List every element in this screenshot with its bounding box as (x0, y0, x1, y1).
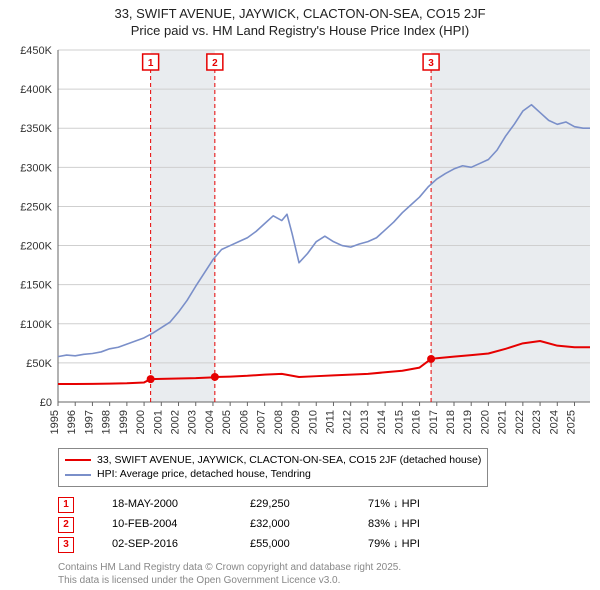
svg-text:1996: 1996 (66, 410, 78, 434)
svg-text:2013: 2013 (359, 410, 371, 434)
svg-text:£400K: £400K (20, 84, 52, 96)
title-line-2: Price paid vs. HM Land Registry's House … (0, 23, 600, 40)
svg-text:1995: 1995 (49, 410, 61, 434)
legend-row: HPI: Average price, detached house, Tend… (65, 467, 481, 482)
svg-text:2001: 2001 (152, 410, 164, 434)
svg-text:£0: £0 (40, 397, 52, 409)
legend-label: 33, SWIFT AVENUE, JAYWICK, CLACTON-ON-SE… (97, 453, 481, 468)
marker-date: 02-SEP-2016 (112, 535, 212, 555)
svg-text:2000: 2000 (135, 410, 147, 434)
svg-text:2011: 2011 (324, 410, 336, 434)
root: 33, SWIFT AVENUE, JAYWICK, CLACTON-ON-SE… (0, 0, 600, 587)
svg-text:£50K: £50K (26, 358, 52, 370)
marker-date: 10-FEB-2004 (112, 515, 212, 535)
svg-text:2003: 2003 (187, 410, 199, 434)
svg-text:2016: 2016 (411, 410, 423, 434)
svg-text:£200K: £200K (20, 240, 52, 252)
marker-number-box: 1 (58, 497, 74, 513)
svg-text:2002: 2002 (170, 410, 182, 434)
legend-label: HPI: Average price, detached house, Tend… (97, 467, 311, 482)
marker-table-row: 1 18-MAY-2000 £29,250 71% ↓ HPI (58, 495, 600, 515)
title-block: 33, SWIFT AVENUE, JAYWICK, CLACTON-ON-SE… (0, 0, 600, 42)
svg-text:3: 3 (428, 58, 434, 69)
svg-text:2006: 2006 (238, 410, 250, 434)
svg-text:2012: 2012 (342, 410, 354, 434)
svg-text:2010: 2010 (307, 410, 319, 434)
svg-text:2021: 2021 (497, 410, 509, 434)
svg-text:£250K: £250K (20, 201, 52, 213)
title-line-1: 33, SWIFT AVENUE, JAYWICK, CLACTON-ON-SE… (0, 6, 600, 23)
svg-text:2024: 2024 (548, 410, 560, 434)
chart-svg: £0 £50K £100K £150K £200K £250K £300K £350K £400… (0, 42, 600, 442)
marker-table: 1 18-MAY-2000 £29,250 71% ↓ HPI 2 10-FEB-2004… (58, 495, 600, 554)
svg-text:2004: 2004 (204, 410, 216, 434)
svg-text:2018: 2018 (445, 410, 457, 434)
svg-text:2025: 2025 (566, 410, 578, 434)
svg-text:£300K: £300K (20, 162, 52, 174)
marker-price: £29,250 (250, 495, 330, 515)
svg-text:2014: 2014 (376, 410, 388, 434)
marker-price: £55,000 (250, 535, 330, 555)
svg-text:1: 1 (148, 58, 154, 69)
marker-number-box: 3 (58, 537, 74, 553)
svg-text:£350K: £350K (20, 123, 52, 135)
svg-text:1997: 1997 (83, 410, 95, 434)
svg-text:1998: 1998 (101, 410, 113, 434)
svg-text:2: 2 (212, 58, 218, 69)
svg-text:£450K: £450K (20, 45, 52, 57)
marker-price: £32,000 (250, 515, 330, 535)
svg-text:2005: 2005 (221, 410, 233, 434)
svg-text:2022: 2022 (514, 410, 526, 434)
svg-text:2009: 2009 (290, 410, 302, 434)
svg-text:1999: 1999 (118, 410, 130, 434)
footer-line-1: Contains HM Land Registry data © Crown c… (58, 561, 600, 574)
marker-table-row: 2 10-FEB-2004 £32,000 83% ↓ HPI (58, 515, 600, 535)
svg-text:£100K: £100K (20, 319, 52, 331)
legend: 33, SWIFT AVENUE, JAYWICK, CLACTON-ON-SE… (58, 448, 488, 487)
marker-table-row: 3 02-SEP-2016 £55,000 79% ↓ HPI (58, 535, 600, 555)
svg-text:2019: 2019 (462, 410, 474, 434)
svg-text:2015: 2015 (393, 410, 405, 434)
svg-text:£150K: £150K (20, 279, 52, 291)
legend-swatch (65, 459, 91, 461)
legend-row: 33, SWIFT AVENUE, JAYWICK, CLACTON-ON-SE… (65, 453, 481, 468)
chart: £0 £50K £100K £150K £200K £250K £300K £350K £400… (0, 42, 600, 442)
svg-text:2023: 2023 (531, 410, 543, 434)
svg-text:2020: 2020 (479, 410, 491, 434)
legend-swatch (65, 474, 91, 476)
svg-text:2017: 2017 (428, 410, 440, 434)
marker-pct: 79% ↓ HPI (368, 535, 448, 555)
svg-text:2007: 2007 (256, 410, 268, 434)
footer: Contains HM Land Registry data © Crown c… (58, 561, 600, 587)
svg-text:2008: 2008 (273, 410, 285, 434)
marker-pct: 71% ↓ HPI (368, 495, 448, 515)
footer-line-2: This data is licensed under the Open Gov… (58, 574, 600, 587)
marker-pct: 83% ↓ HPI (368, 515, 448, 535)
marker-number-box: 2 (58, 517, 74, 533)
marker-date: 18-MAY-2000 (112, 495, 212, 515)
